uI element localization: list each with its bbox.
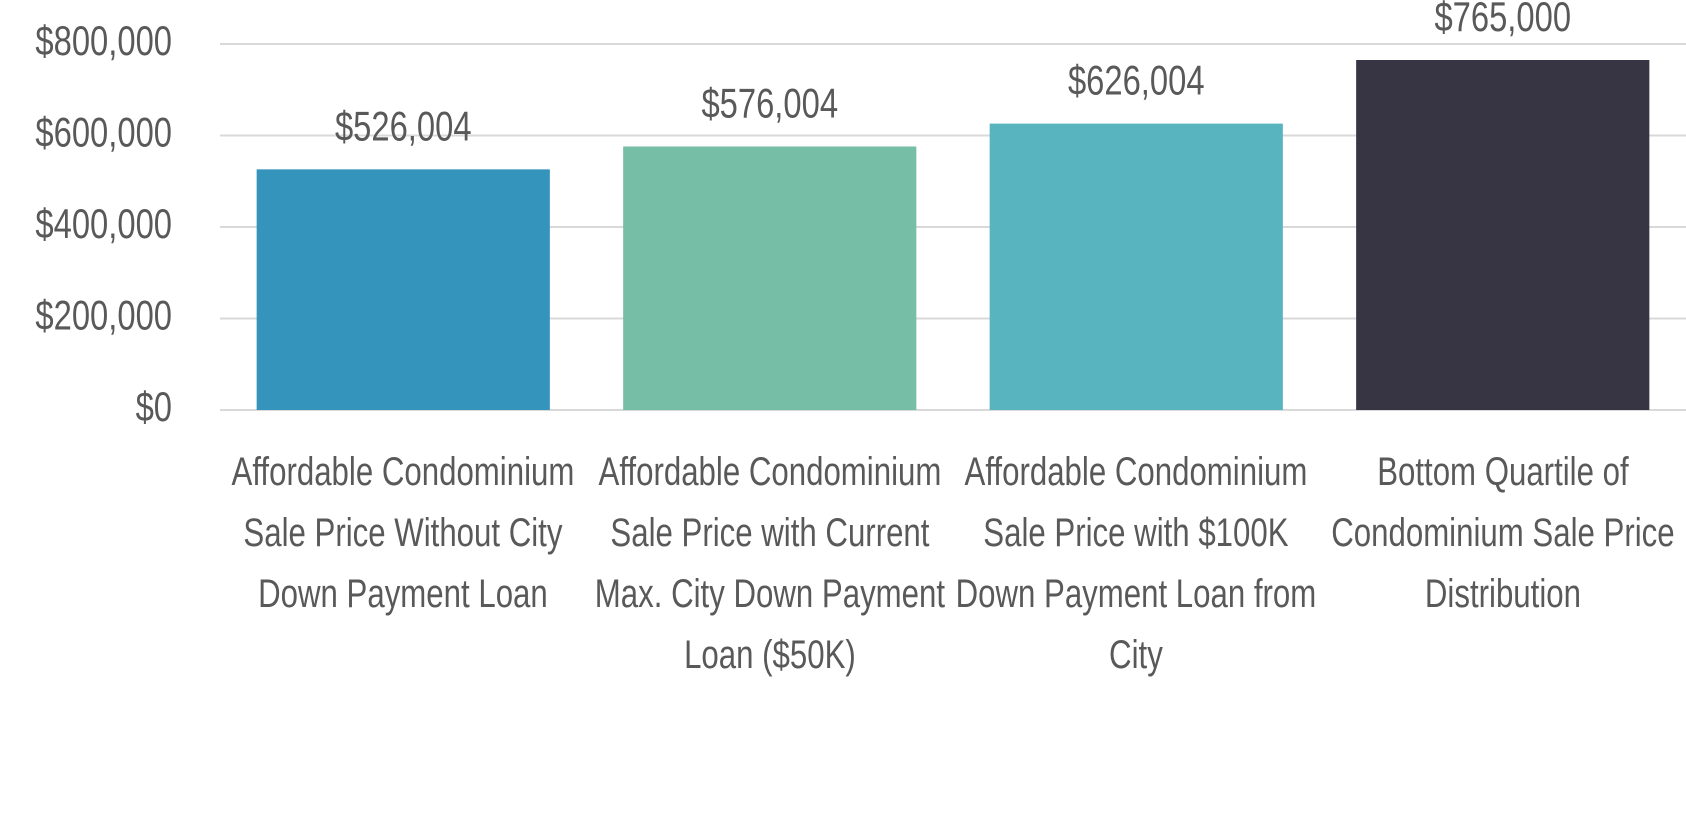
y-tick-label: $400,000	[35, 200, 172, 247]
bar	[623, 146, 917, 411]
y-tick-label: $200,000	[35, 292, 172, 339]
x-tick-label: Affordable Condominium Sale Price with C…	[594, 450, 945, 677]
y-tick-label: $800,000	[35, 17, 172, 64]
value-label: $526,004	[335, 103, 472, 150]
bar	[989, 123, 1283, 410]
y-tick-label: $0	[136, 383, 172, 430]
y-tick-label: $600,000	[35, 109, 172, 156]
value-label: $576,004	[701, 80, 838, 127]
bar	[256, 169, 550, 410]
value-label: $765,000	[1434, 0, 1571, 40]
x-tick-label: Bottom Quartile of Condominium Sale Pric…	[1331, 450, 1675, 616]
value-label: $626,004	[1068, 57, 1205, 104]
x-tick-label: Affordable Condominium Sale Price Withou…	[231, 450, 575, 616]
bar	[1356, 60, 1650, 410]
x-tick-label: Affordable Condominium Sale Price with $…	[955, 450, 1317, 677]
